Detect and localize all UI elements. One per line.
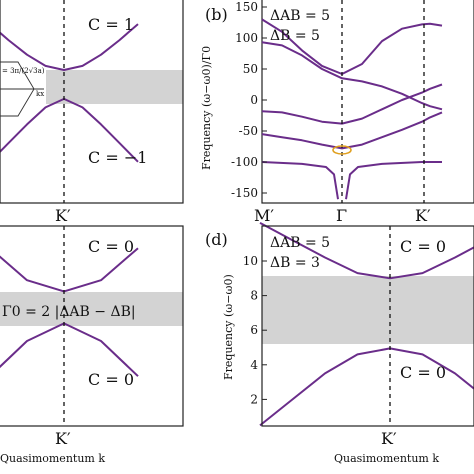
panel-d-frame <box>261 225 474 427</box>
panel-d-x-tick: K′ <box>381 429 397 448</box>
panel-c-band-1 <box>0 322 139 377</box>
panel-d-upper-label: C = 0 <box>400 237 446 256</box>
panel-a: = 3π/(2√3a) kx C = 1 C = −1 K′ <box>0 0 184 225</box>
panel-a-x-tick: K′ <box>55 206 71 225</box>
panel-b-y-tick-label-4: -50 <box>239 124 258 138</box>
panel-b-ylabel: Frequency (ω−ω0)/Γ0 <box>200 46 213 170</box>
panel-d: 10 8 6 4 2 (d) ΔAB = 5 ΔB = 3 C = 0 C = 0 Fr… <box>205 222 474 465</box>
panel-d-param-0: ΔAB = 5 <box>270 235 330 251</box>
panel-b-y-tick-label-2: 50 <box>243 62 258 76</box>
panel-c: C = 0 Γ0 = 2 |ΔAB − ΔB| C = 0 K′ Quasimo… <box>0 225 184 465</box>
panel-c-gap-band <box>0 292 183 326</box>
panel-b-x-tick-0: M′ <box>254 206 274 225</box>
panel-b-label: (b) <box>205 5 228 24</box>
panel-d-y-tick-label-4: 2 <box>250 392 258 406</box>
inset-label-1: kx <box>36 90 44 98</box>
panel-a-lower-label: C = −1 <box>88 148 147 167</box>
panel-d-ylabel: Frequency (ω−ω0) <box>222 274 235 380</box>
panel-b-y-tick-label-5: -100 <box>231 155 258 169</box>
panel-b-band-4 <box>261 161 339 200</box>
panel-b-band-0 <box>261 18 443 75</box>
panel-c-lower-label: C = 0 <box>88 370 134 389</box>
panel-c-upper-label: C = 0 <box>88 237 134 256</box>
panel-c-gap-formula: Γ0 = 2 |ΔAB − ΔB| <box>2 304 136 320</box>
panel-c-frame <box>0 225 184 427</box>
panel-b-marker <box>332 145 352 155</box>
panel-d-y-tick-label-2: 6 <box>250 323 258 337</box>
panel-d-xlabel: Quasimomentum k <box>334 452 439 465</box>
panel-b-x-tick-1: Γ <box>336 206 347 225</box>
panel-b-curves <box>261 18 443 200</box>
panel-d-y-tick-label-0: 10 <box>243 254 258 268</box>
panel-c-xlabel: Quasimomentum k <box>0 452 105 465</box>
inset-label-0: = 3π/(2√3a) <box>2 67 45 75</box>
panel-b-band-2 <box>261 83 443 125</box>
panel-a-gap-band <box>46 70 183 104</box>
panel-b-x-tick-2: K′ <box>415 206 431 225</box>
panel-d-y-ticks: 10 8 6 4 2 <box>243 254 267 406</box>
panel-c-x-tick: K′ <box>55 429 71 448</box>
panel-a-frame <box>0 0 184 204</box>
panel-a-inset <box>0 61 44 117</box>
panel-d-label: (d) <box>205 230 228 249</box>
panel-d-y-tick-label-3: 4 <box>250 358 258 372</box>
panel-d-band-1 <box>259 347 474 427</box>
panel-d-param-1: ΔB = 3 <box>270 255 320 271</box>
panel-d-band-0 <box>259 222 474 280</box>
panel-b-y-tick-label-1: 100 <box>235 31 258 45</box>
panel-d-y-tick-label-1: 8 <box>250 289 258 303</box>
panel-b-y-ticks: 150 100 50 0 -50 -100 -150 <box>231 0 267 200</box>
panel-d-lower-label: C = 0 <box>400 363 446 382</box>
panel-b-param-1: ΔB = 5 <box>270 28 320 44</box>
panel-b-band-3 <box>261 111 443 150</box>
panel-a-upper-label: C = 1 <box>88 15 134 34</box>
panel-b-y-tick-label-6: -150 <box>231 186 258 200</box>
panel-a-band-0 <box>0 23 139 71</box>
panel-b-y-tick-label-3: 0 <box>250 93 258 107</box>
panel-d-gap-band <box>262 276 474 344</box>
panel-b-y-tick-label-0: 150 <box>235 0 258 14</box>
panel-b-band-5 <box>345 161 442 200</box>
panel-b-param-0: ΔAB = 5 <box>270 8 330 24</box>
panel-b-band-1 <box>261 41 443 111</box>
